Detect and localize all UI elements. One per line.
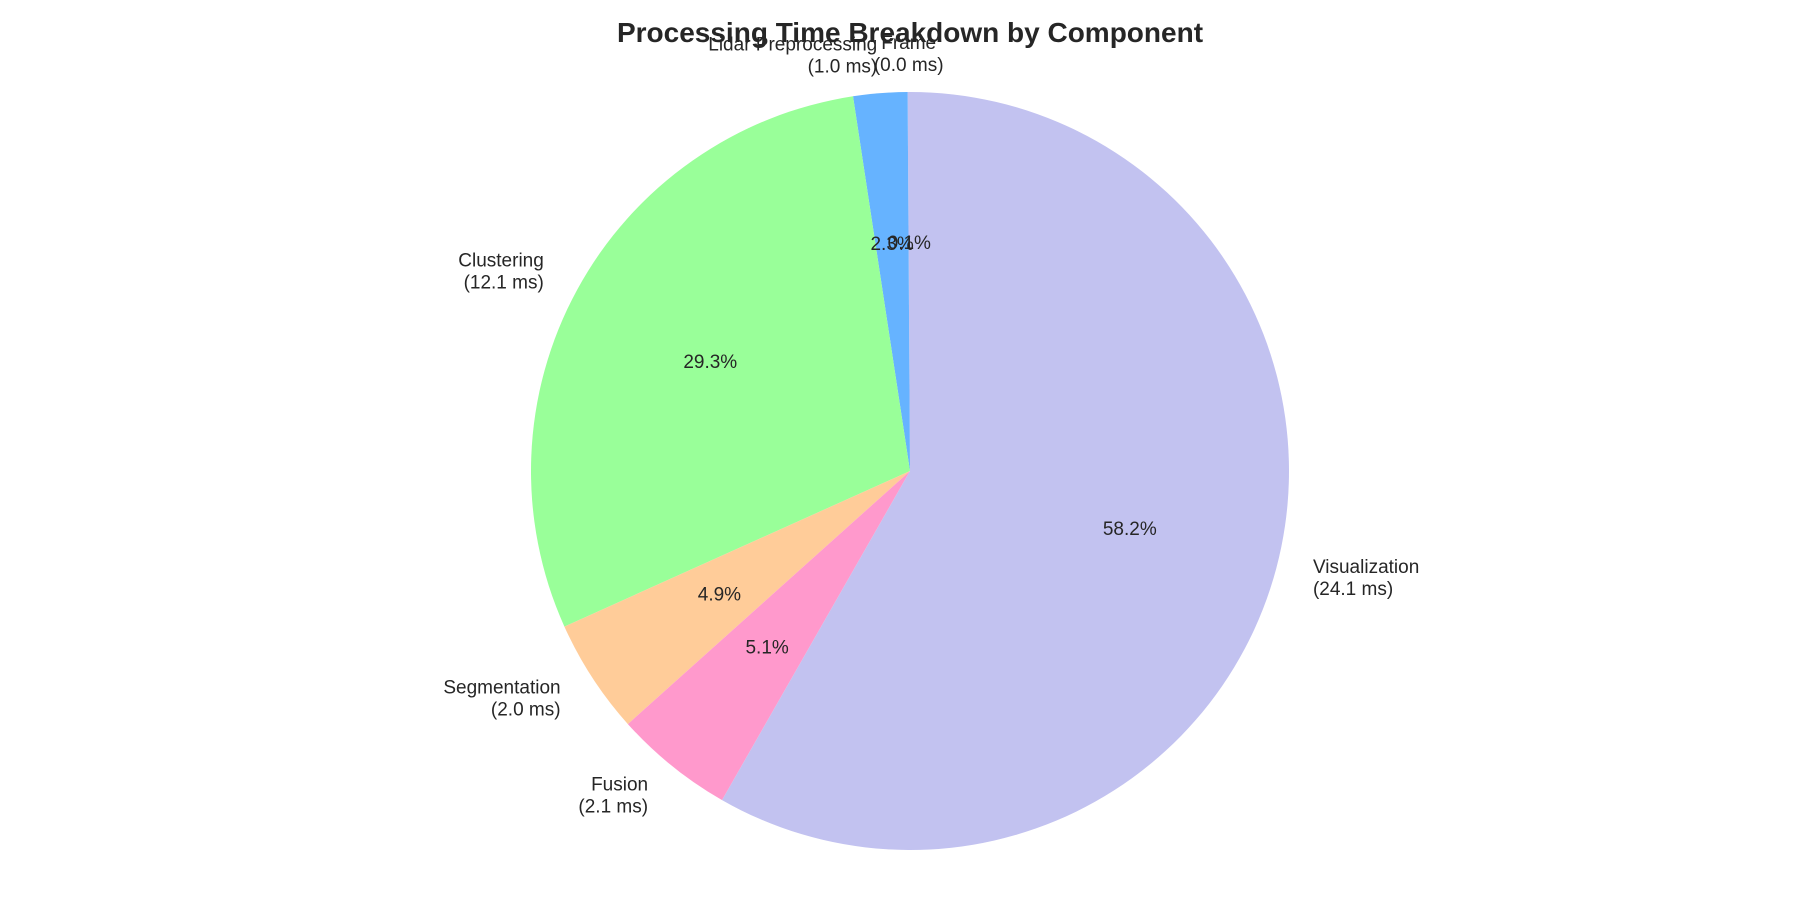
slice-label-name: Frame [881,33,936,54]
slice-labels: Frame (0.0 ms)Lidar Preprocessing (1.0 ms)… [443,33,1419,817]
slice-label-value: (24.1 ms) [1313,579,1393,600]
percent-label-lidar-preprocessing: 2.3% [870,234,913,255]
percent-label-frame: 0.1% [888,233,931,254]
slice-label-name: Clustering [458,251,544,272]
pie-slice-frame [907,92,910,471]
percent-label-visualization: 58.2% [1103,519,1157,540]
slice-label-visualization: Visualization (24.1 ms) [1313,557,1419,600]
slice-label-frame: Frame (0.0 ms) [874,33,944,76]
percent-label-segmentation: 4.9% [698,585,741,606]
pie-slice-fusion [627,471,910,801]
slice-label-lidar-preprocessing: Lidar Preprocessing (1.0 ms) [708,34,877,77]
slice-label-value: (12.1 ms) [464,273,544,294]
percent-label-clustering: 29.3% [683,352,737,373]
slice-label-clustering: Clustering (12.1 ms) [458,251,544,294]
slice-label-name: Lidar Preprocessing [708,34,877,55]
percent-label-fusion: 5.1% [745,637,788,658]
slice-label-fusion: Fusion (2.1 ms) [578,774,648,817]
slice-label-name: Fusion [591,774,648,795]
slice-label-name: Visualization [1313,557,1419,578]
pie-slice-segmentation [564,471,910,725]
slice-label-value: (1.0 ms) [808,56,878,77]
slice-label-value: (2.0 ms) [491,699,561,720]
slice-label-value: (2.1 ms) [578,796,648,817]
pie-slice-clustering [530,96,910,627]
pie-slices [530,92,1289,850]
slice-label-name: Segmentation [443,677,560,698]
chart-title: Processing Time Breakdown by Component [617,17,1203,48]
percent-labels: 0.1%2.3% 29.3% 4.9% 5.1% 58.2% [683,233,1157,658]
slice-label-value: (0.0 ms) [874,55,944,76]
pie-slice-lidar-preprocessing [853,92,910,471]
slice-label-segmentation: Segmentation (2.0 ms) [443,677,560,720]
pie-slice-visualization [722,92,1289,850]
